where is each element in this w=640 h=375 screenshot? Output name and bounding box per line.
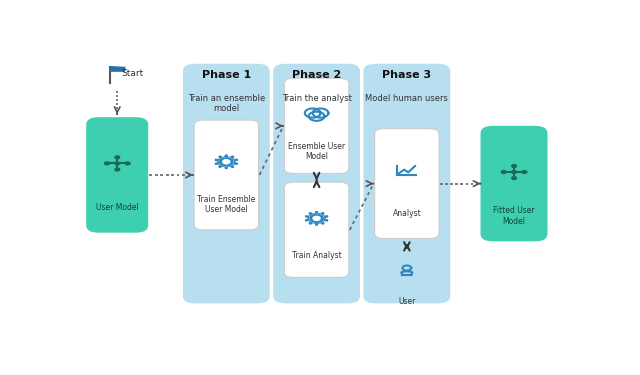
Polygon shape xyxy=(310,214,323,222)
Text: Train Ensemble
User Model: Train Ensemble User Model xyxy=(197,195,255,214)
Polygon shape xyxy=(215,155,237,168)
Text: Ensemble User
Model: Ensemble User Model xyxy=(288,142,345,161)
Text: Train Analyst: Train Analyst xyxy=(292,251,342,260)
FancyBboxPatch shape xyxy=(194,120,259,230)
FancyBboxPatch shape xyxy=(284,78,349,174)
FancyBboxPatch shape xyxy=(364,64,451,303)
Text: Phase 2: Phase 2 xyxy=(292,69,341,80)
Text: Train an ensemble
model: Train an ensemble model xyxy=(188,94,265,114)
FancyBboxPatch shape xyxy=(481,126,547,242)
Polygon shape xyxy=(110,67,125,71)
Polygon shape xyxy=(305,212,328,225)
Polygon shape xyxy=(220,158,233,166)
FancyBboxPatch shape xyxy=(273,64,360,303)
Text: Analyst: Analyst xyxy=(392,209,421,218)
Text: User: User xyxy=(398,297,415,306)
Polygon shape xyxy=(223,160,230,164)
Text: Phase 3: Phase 3 xyxy=(382,69,431,80)
Text: Phase 1: Phase 1 xyxy=(202,69,251,80)
FancyBboxPatch shape xyxy=(374,129,439,238)
FancyBboxPatch shape xyxy=(86,117,148,232)
Polygon shape xyxy=(313,216,320,220)
Polygon shape xyxy=(220,158,233,166)
Text: Train the analyst: Train the analyst xyxy=(282,94,351,103)
Polygon shape xyxy=(310,214,324,222)
Text: User Model: User Model xyxy=(96,203,139,212)
FancyBboxPatch shape xyxy=(183,64,269,303)
FancyBboxPatch shape xyxy=(284,182,349,278)
Text: Model human users: Model human users xyxy=(365,94,448,103)
Text: Fitted User
Model: Fitted User Model xyxy=(493,206,535,226)
Text: Start: Start xyxy=(121,69,143,78)
